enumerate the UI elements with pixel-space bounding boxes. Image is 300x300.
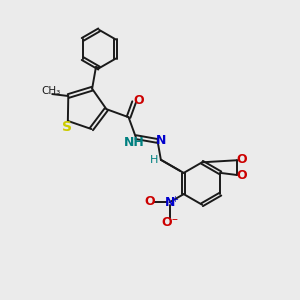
Text: O: O (144, 195, 155, 208)
Text: NH: NH (124, 136, 145, 149)
Text: O: O (133, 94, 143, 107)
Text: N: N (156, 134, 166, 147)
Text: O: O (237, 153, 248, 166)
Text: O: O (237, 169, 248, 182)
Text: +: + (171, 195, 178, 204)
Text: CH₃: CH₃ (41, 85, 60, 95)
Text: S: S (62, 120, 72, 134)
Text: N: N (164, 196, 175, 209)
Text: O⁻: O⁻ (161, 216, 178, 229)
Text: H: H (150, 155, 159, 165)
